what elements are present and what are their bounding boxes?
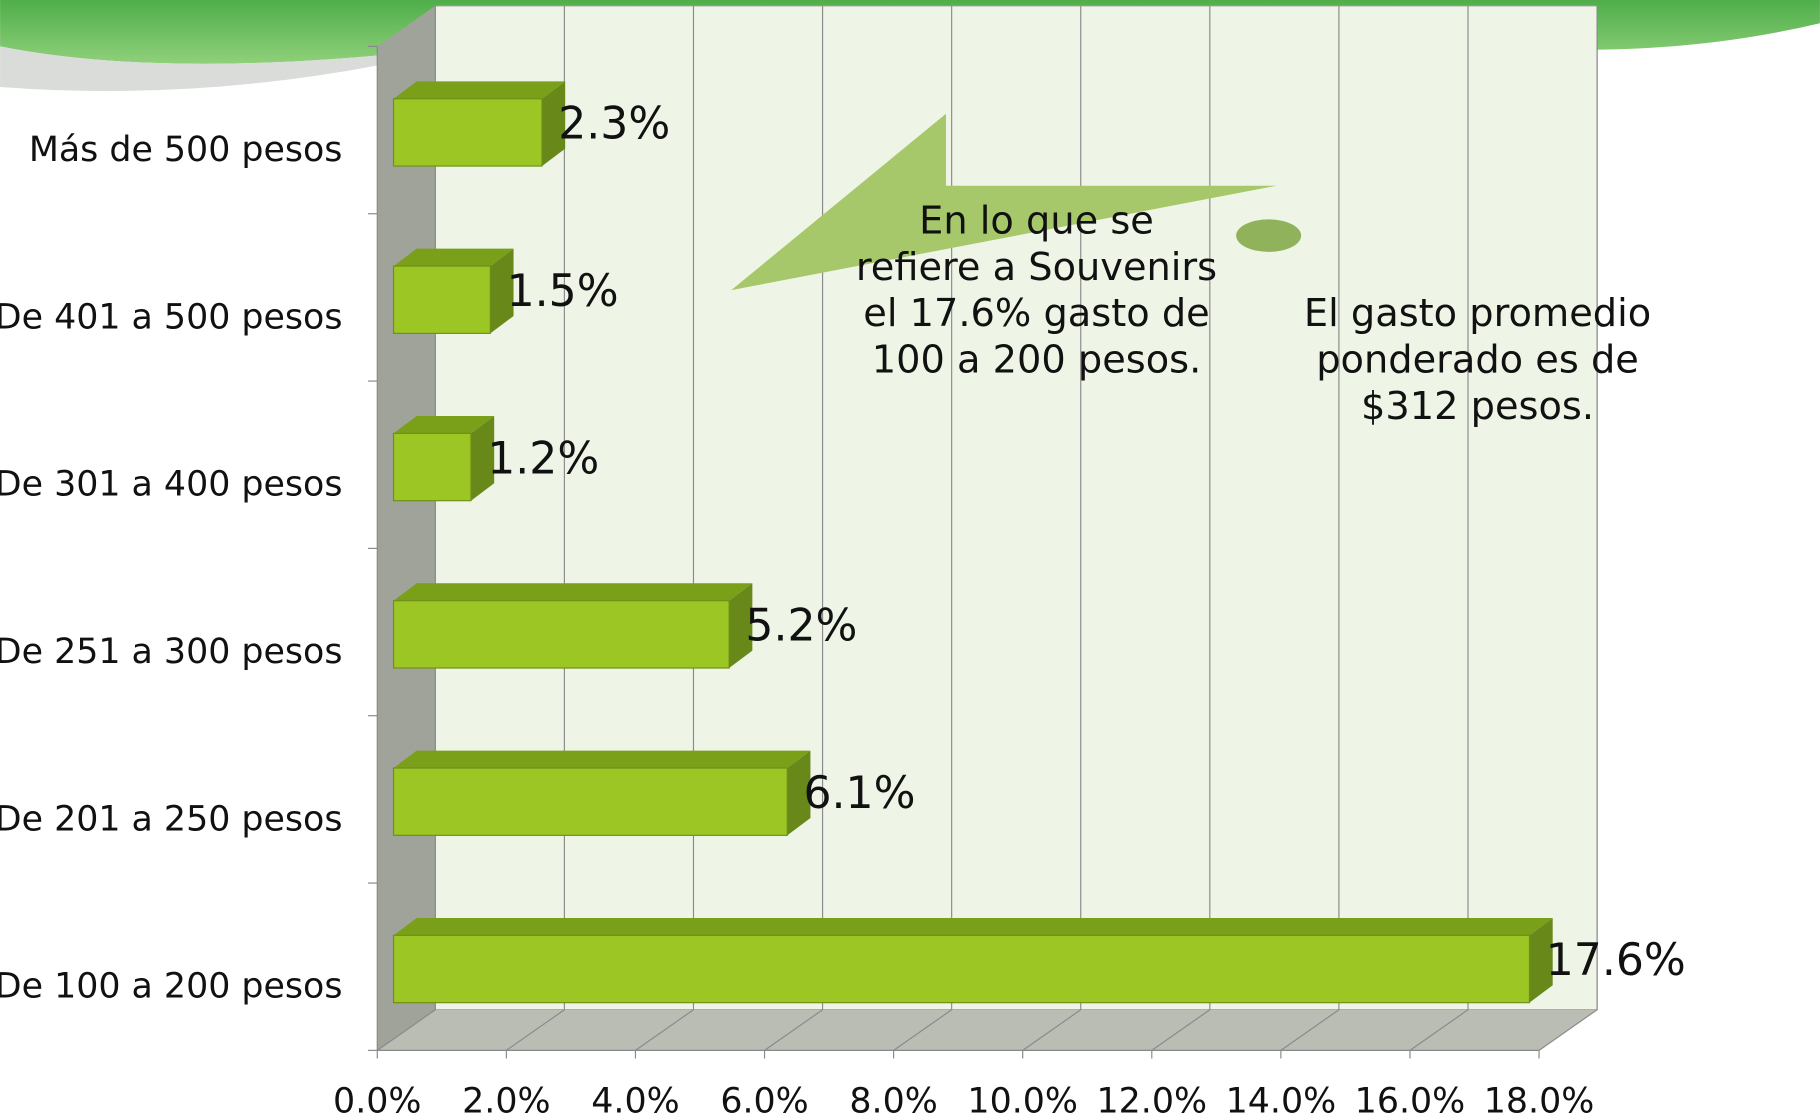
bar-top bbox=[394, 918, 1553, 935]
category-label: De 251 a 300 pesos bbox=[0, 632, 342, 672]
category-label: De 301 a 400 pesos bbox=[0, 465, 342, 505]
x-tick-label: 0.0% bbox=[333, 1082, 421, 1120]
x-tick-label: 18.0% bbox=[1484, 1082, 1595, 1120]
annotation-right bbox=[1236, 219, 1301, 251]
x-tick-label: 2.0% bbox=[462, 1082, 550, 1120]
bar-top bbox=[394, 583, 753, 600]
bar bbox=[394, 935, 1530, 1002]
category-label: De 401 a 500 pesos bbox=[0, 297, 342, 337]
value-label: 6.1% bbox=[803, 768, 915, 819]
x-tick-label: 12.0% bbox=[1097, 1082, 1208, 1120]
annotation-text: $312 pesos. bbox=[1361, 384, 1594, 429]
category-label: Más de 500 pesos bbox=[29, 130, 343, 170]
bar bbox=[394, 433, 471, 500]
value-label: 5.2% bbox=[745, 601, 857, 652]
x-tick-label: 10.0% bbox=[967, 1082, 1078, 1120]
category-label: De 100 a 200 pesos bbox=[0, 967, 342, 1007]
x-tick-label: 16.0% bbox=[1355, 1082, 1466, 1120]
page: {"chart_data": {"type": "bar", "orientat… bbox=[0, 0, 1820, 1120]
annotation-text: refiere a Souvenirs bbox=[856, 245, 1217, 290]
floor bbox=[377, 1010, 1597, 1051]
bar-top bbox=[394, 81, 566, 98]
bar-top bbox=[394, 751, 811, 768]
bar bbox=[394, 266, 491, 333]
value-label: 1.2% bbox=[487, 433, 599, 484]
bar bbox=[394, 99, 542, 166]
chart: En lo que serefiere a Souvenirsel 17.6% … bbox=[0, 0, 1820, 1120]
annotation-text: 100 a 200 pesos. bbox=[872, 338, 1202, 383]
x-tick-label: 14.0% bbox=[1226, 1082, 1337, 1120]
annotation-text: ponderado es de bbox=[1316, 338, 1639, 383]
annotation-text: El gasto promedio bbox=[1304, 291, 1651, 336]
category-label: De 201 a 250 pesos bbox=[0, 799, 342, 839]
bar bbox=[394, 601, 730, 668]
x-tick-label: 4.0% bbox=[591, 1082, 679, 1120]
x-tick-label: 6.0% bbox=[720, 1082, 808, 1120]
back-wall bbox=[435, 6, 1597, 1010]
value-label: 2.3% bbox=[558, 99, 670, 150]
x-tick-label: 8.0% bbox=[849, 1082, 937, 1120]
annotation-text: En lo que se bbox=[919, 198, 1154, 243]
value-label: 1.5% bbox=[507, 266, 619, 317]
bar bbox=[394, 768, 788, 835]
arrow-fold bbox=[1236, 219, 1301, 251]
annotation-text: el 17.6% gasto de bbox=[863, 291, 1209, 336]
value-label: 17.6% bbox=[1546, 935, 1686, 986]
